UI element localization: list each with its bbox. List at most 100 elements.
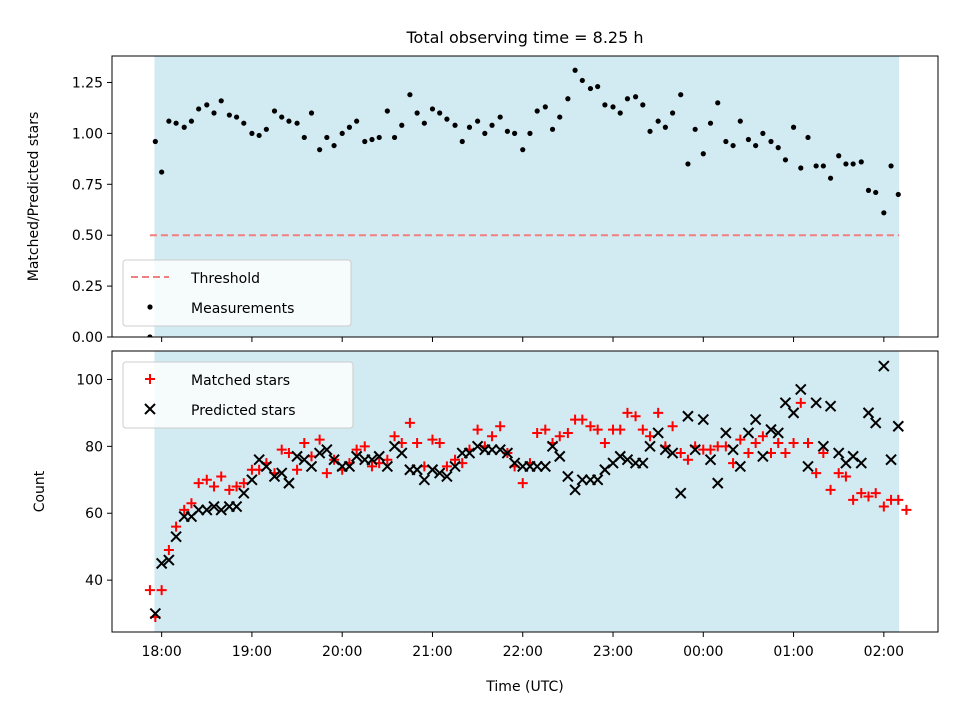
x-tick-label: 18:00 bbox=[141, 644, 181, 660]
measurement-point bbox=[888, 163, 894, 169]
measurement-point bbox=[790, 124, 797, 130]
predicted-star-point bbox=[546, 440, 559, 453]
measurement-point bbox=[520, 147, 526, 153]
matched-star-point bbox=[870, 488, 881, 499]
panel-ratio: 0.00 0.25 0.50 0.75 1.00 1.25 Matched/Predicte… bbox=[26, 55, 939, 346]
measurement-point bbox=[181, 124, 187, 130]
matched-star-point bbox=[803, 437, 814, 448]
matched-star-point bbox=[901, 504, 912, 515]
legend-predicted-label: Predicted stars bbox=[191, 403, 296, 419]
x-axis-label: Time (UTC) bbox=[485, 679, 563, 695]
measurement-point bbox=[745, 136, 752, 143]
predicted-star-point bbox=[810, 397, 822, 409]
matched-star-point bbox=[818, 448, 829, 459]
predicted-star-point bbox=[689, 443, 701, 456]
predicted-star-point bbox=[802, 460, 814, 473]
matched-star-point bbox=[201, 474, 212, 485]
measurement-point bbox=[610, 104, 616, 110]
predicted-star-point bbox=[501, 447, 514, 459]
legend-measurements-label: Measurements bbox=[191, 301, 294, 317]
measurement-point bbox=[602, 102, 608, 108]
predicted-star-point bbox=[291, 450, 303, 463]
panel-counts: 40 60 80 100 18:00 19:00 20:00 21:00 22:00 23:00 0… bbox=[32, 350, 939, 660]
predicted-star-point bbox=[328, 454, 340, 466]
legend-measurements-swatch bbox=[147, 304, 153, 310]
predicted-star-point bbox=[704, 454, 717, 466]
y-tick-label: 60 bbox=[85, 506, 103, 522]
predicted-star-point bbox=[471, 440, 484, 453]
predicted-star-point bbox=[855, 457, 867, 469]
matched-star-point bbox=[840, 471, 851, 482]
matched-star-point bbox=[292, 464, 303, 475]
measurement-point bbox=[391, 134, 398, 141]
matched-star-point bbox=[592, 424, 603, 435]
predicted-star-point bbox=[666, 447, 679, 459]
measurement-point bbox=[895, 191, 901, 198]
measurement-point bbox=[624, 96, 631, 102]
predicted-star-point bbox=[697, 413, 709, 426]
measurement-point bbox=[301, 134, 307, 141]
matched-star-point bbox=[472, 424, 483, 435]
measurement-point bbox=[437, 110, 443, 116]
y-axis-label: Matched/Predicted stars bbox=[26, 112, 42, 282]
measurement-point bbox=[836, 153, 842, 159]
y-tick-label: 40 bbox=[85, 573, 103, 589]
predicted-star-point bbox=[591, 474, 604, 486]
y-tick-label: 1.25 bbox=[72, 75, 103, 91]
predicted-star-point bbox=[508, 457, 521, 469]
predicted-star-point bbox=[878, 360, 890, 372]
predicted-star-point bbox=[779, 397, 792, 409]
matched-star-point bbox=[450, 454, 461, 465]
matched-star-point bbox=[773, 437, 784, 448]
measurement-point bbox=[662, 124, 668, 130]
predicted-star-point bbox=[170, 530, 182, 543]
matched-star-point bbox=[179, 504, 190, 515]
predicted-star-point bbox=[163, 554, 175, 566]
predicted-star-point bbox=[892, 420, 904, 432]
predicted-star-point bbox=[772, 427, 784, 439]
measurement-point bbox=[760, 130, 766, 136]
measurement-point bbox=[279, 114, 285, 120]
measurement-point bbox=[324, 134, 330, 141]
matched-star-point bbox=[811, 468, 822, 479]
matched-star-point bbox=[171, 521, 182, 532]
matched-star-point bbox=[765, 448, 776, 459]
x-tick-label: 02:00 bbox=[864, 644, 904, 660]
predicted-star-point bbox=[742, 427, 755, 439]
predicted-star-point bbox=[659, 443, 672, 456]
predicted-star-point bbox=[614, 450, 626, 463]
measurement-point bbox=[843, 161, 849, 167]
legend-predicted-swatch bbox=[144, 403, 156, 415]
predicted-star-point bbox=[418, 474, 431, 486]
predicted-star-point bbox=[765, 423, 777, 436]
measurement-point bbox=[152, 138, 158, 145]
matched-star-point bbox=[283, 448, 294, 459]
measurement-point bbox=[173, 120, 179, 126]
matched-star-point bbox=[163, 545, 174, 556]
measurement-point bbox=[775, 145, 781, 151]
measurement-point bbox=[271, 108, 278, 114]
predicted-star-point bbox=[531, 460, 543, 473]
predicted-star-point bbox=[208, 500, 220, 513]
measurement-point bbox=[753, 142, 759, 149]
measurement-point bbox=[308, 110, 315, 116]
predicted-star-point bbox=[599, 464, 611, 476]
y-tick-label: 1.00 bbox=[72, 126, 103, 142]
matched-star-point bbox=[540, 424, 551, 435]
measurement-point bbox=[640, 102, 646, 108]
predicted-star-point bbox=[847, 450, 859, 463]
measurement-point bbox=[362, 138, 368, 145]
measurement-point bbox=[572, 67, 578, 73]
matched-star-point bbox=[833, 468, 844, 479]
measurement-point bbox=[263, 126, 269, 132]
predicted-star-point bbox=[268, 470, 281, 483]
matched-star-point bbox=[622, 407, 633, 418]
measurement-point bbox=[707, 120, 714, 126]
predicted-star-point bbox=[832, 447, 845, 459]
measurement-point bbox=[331, 142, 337, 149]
predicted-star-point bbox=[562, 470, 574, 483]
measurement-point bbox=[249, 130, 255, 136]
measurement-point bbox=[549, 126, 556, 132]
measurement-point bbox=[166, 118, 172, 124]
